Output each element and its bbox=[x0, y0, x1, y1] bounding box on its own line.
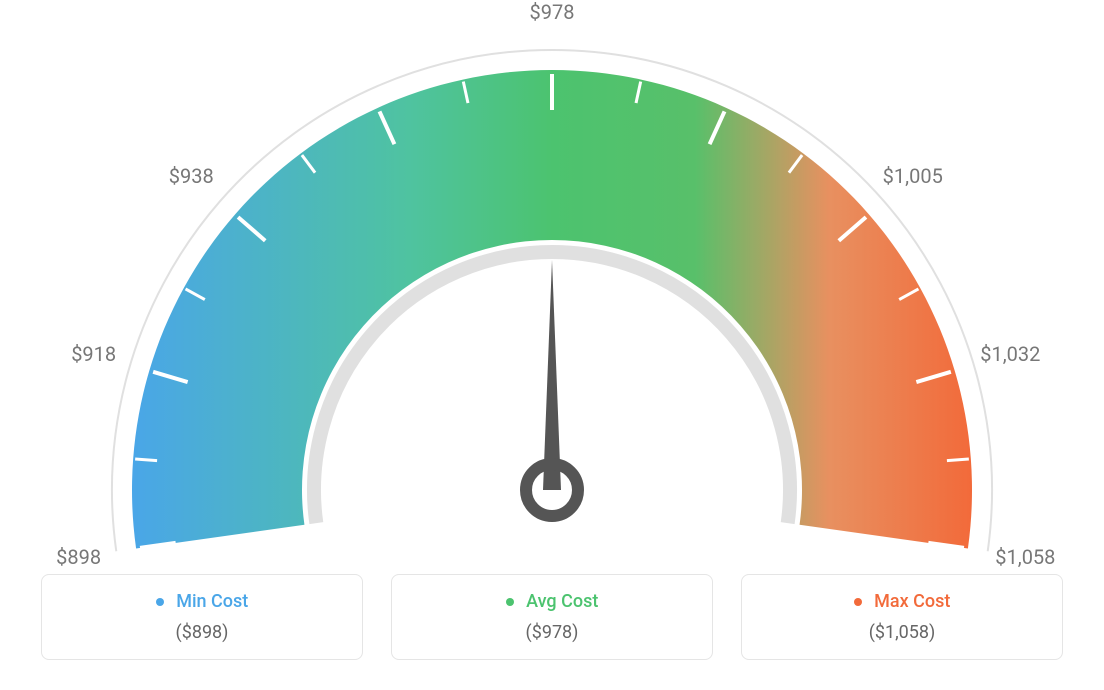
legend-card-max: Max Cost ($1,058) bbox=[741, 574, 1063, 660]
legend-dot-max bbox=[854, 598, 862, 606]
legend-label-min: Min Cost bbox=[176, 591, 248, 612]
legend-title-min: Min Cost bbox=[62, 591, 342, 612]
gauge-tick-label: $1,005 bbox=[883, 164, 943, 188]
gauge-tick-label: $1,032 bbox=[980, 342, 1040, 366]
legend-row: Min Cost ($898) Avg Cost ($978) Max Cost… bbox=[0, 574, 1104, 660]
legend-dot-min bbox=[156, 598, 164, 606]
gauge-tick-label: $1,058 bbox=[995, 545, 1055, 569]
legend-title-avg: Avg Cost bbox=[412, 591, 692, 612]
legend-value-min: ($898) bbox=[62, 622, 342, 643]
legend-card-min: Min Cost ($898) bbox=[41, 574, 363, 660]
legend-value-max: ($1,058) bbox=[762, 622, 1042, 643]
gauge-tick-label: $918 bbox=[71, 342, 116, 366]
gauge-svg bbox=[0, 0, 1104, 560]
legend-label-avg: Avg Cost bbox=[526, 591, 598, 612]
legend-title-max: Max Cost bbox=[762, 591, 1042, 612]
gauge-chart: $898$918$938$978$1,005$1,032$1,058 bbox=[0, 0, 1104, 560]
gauge-tick-label: $898 bbox=[56, 545, 101, 569]
gauge-tick-label: $978 bbox=[530, 0, 575, 24]
legend-label-max: Max Cost bbox=[874, 591, 950, 612]
legend-value-avg: ($978) bbox=[412, 622, 692, 643]
legend-dot-avg bbox=[506, 598, 514, 606]
legend-card-avg: Avg Cost ($978) bbox=[391, 574, 713, 660]
gauge-tick-label: $938 bbox=[169, 164, 214, 188]
